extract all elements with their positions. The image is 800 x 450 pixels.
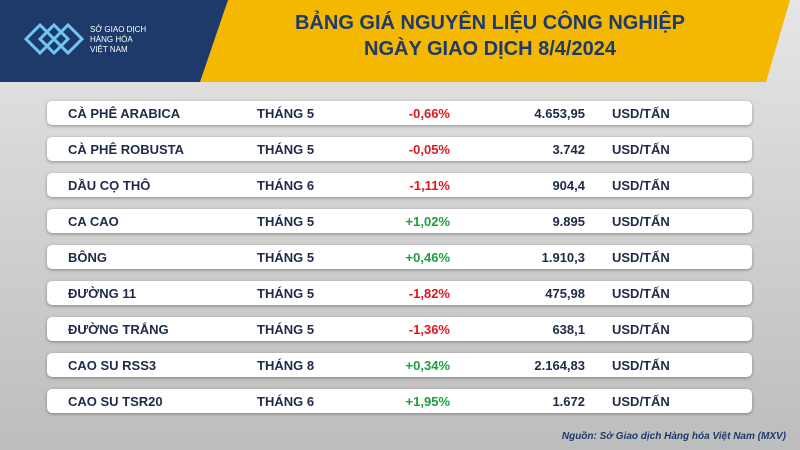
logo-line: SỞ GIAO DỊCH <box>90 25 147 34</box>
change: +1,95% <box>405 394 450 409</box>
commodity: BÔNG <box>68 250 107 265</box>
table-row: CAO SU TSR20 THÁNG 6 +1,95% 1.672 USD/TẤN <box>47 389 752 413</box>
contract-month: THÁNG 6 <box>257 394 315 409</box>
price: 9.895 <box>552 214 585 229</box>
logo-text: SỞ GIAO DỊCH HÀNG HÓA VIỆT NAM <box>90 25 146 55</box>
table-row: CÀ PHÊ ROBUSTA THÁNG 5 -0,05% 3.742 USD/TẤN <box>47 137 752 161</box>
price: 1.910,3 <box>541 250 585 265</box>
change: -0,66% <box>408 106 450 121</box>
title-banner <box>200 0 790 82</box>
unit: USD/TẤN <box>612 178 670 193</box>
price: 638,1 <box>552 322 585 337</box>
contract-month: THÁNG 5 <box>257 142 315 157</box>
contract-month: THÁNG 5 <box>257 214 315 229</box>
unit: USD/TẤN <box>612 142 670 157</box>
unit: USD/TẤN <box>612 250 670 265</box>
logo-line: VIỆT NAM <box>90 45 128 54</box>
table-row: CÀ PHÊ ARABICA THÁNG 5 -0,66% 4.653,95 USD/T… <box>47 101 752 125</box>
change: +0,46% <box>405 250 450 265</box>
table-row: ĐƯỜNG TRẮNG THÁNG 5 -1,36% 638,1 USD/TẤN <box>47 317 752 341</box>
unit: USD/TẤN <box>612 214 670 229</box>
title-line: BẢNG GIÁ NGUYÊN LIỆU CÔNG NGHIỆP <box>294 12 686 34</box>
title: BẢNG GIÁ NGUYÊN LIỆU CÔNG NGHIỆP NGÀY GI… <box>230 10 750 62</box>
contract-month: THÁNG 8 <box>257 358 315 373</box>
header-background <box>0 0 230 82</box>
commodity: CAO SU TSR20 <box>68 394 163 409</box>
contract-month: THÁNG 5 <box>257 250 315 265</box>
price: 1.672 <box>552 394 585 409</box>
change: -1,82% <box>408 286 450 301</box>
commodity: ĐƯỜNG 11 <box>68 286 137 301</box>
commodity: CÀ PHÊ ARABICA <box>68 106 181 121</box>
price: 4.653,95 <box>534 106 585 121</box>
change: +1,02% <box>405 214 450 229</box>
commodity: CAO SU RSS3 <box>68 358 157 373</box>
table-row: CA CAO THÁNG 5 +1,02% 9.895 USD/TẤN <box>47 209 752 233</box>
table-row: BÔNG THÁNG 5 +0,46% 1.910,3 USD/TẤN <box>47 245 752 269</box>
commodity: DẦU CỌ THÔ <box>68 178 151 193</box>
price: 904,4 <box>552 178 585 193</box>
unit: USD/TẤN <box>612 394 670 409</box>
commodity: CA CAO <box>68 214 119 229</box>
logo-icon <box>24 22 84 56</box>
price: 2.164,83 <box>534 358 585 373</box>
price: 3.742 <box>552 142 585 157</box>
table-row: ĐƯỜNG 11 THÁNG 5 -1,82% 475,98 USD/TẤN <box>47 281 752 305</box>
contract-month: THÁNG 6 <box>257 178 315 193</box>
commodity: ĐƯỜNG TRẮNG <box>68 322 169 337</box>
unit: USD/TẤN <box>612 106 670 121</box>
change: -1,36% <box>408 322 450 337</box>
change: -1,11% <box>409 178 450 193</box>
contract-month: THÁNG 5 <box>257 106 315 121</box>
contract-month: THÁNG 5 <box>257 322 315 337</box>
table-row: CAO SU RSS3 THÁNG 8 +0,34% 2.164,83 USD/TẤN <box>47 353 752 377</box>
table-row: DẦU CỌ THÔ THÁNG 6 -1,11% 904,4 USD/TẤN <box>47 173 752 197</box>
contract-month: THÁNG 5 <box>257 286 315 301</box>
change: +0,34% <box>405 358 450 373</box>
commodity: CÀ PHÊ ROBUSTA <box>68 142 185 157</box>
unit: USD/TẤN <box>612 286 670 301</box>
price: 475,98 <box>545 286 585 301</box>
logo-line: HÀNG HÓA <box>90 35 133 44</box>
unit: USD/TẤN <box>612 358 670 373</box>
unit: USD/TẤN <box>612 322 670 337</box>
title-line: NGÀY GIAO DỊCH 8/4/2024 <box>364 38 616 60</box>
source: Nguồn: Sở Giao dịch Hàng hóa Việt Nam (M… <box>561 431 786 442</box>
change: -0,05% <box>408 142 450 157</box>
